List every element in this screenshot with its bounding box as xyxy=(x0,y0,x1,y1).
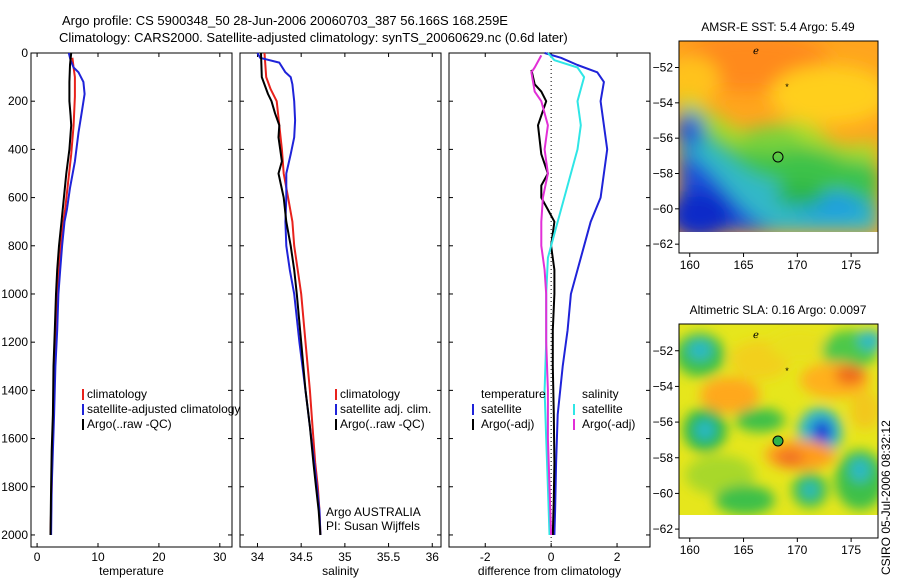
diff-legend-header-salinity: salinity xyxy=(582,387,619,401)
salinity-xtick-label: 34.5 xyxy=(289,550,313,564)
credit-label: CSIRO 05-Jul-2006 08:32:12 xyxy=(879,420,893,575)
sla-xtick-label: 170 xyxy=(787,543,807,557)
sst-xtick-label: 175 xyxy=(841,258,861,272)
depth-tick-label: 1400 xyxy=(1,383,28,397)
diff-legend-label: Argo(-adj) xyxy=(481,417,534,431)
diff-legend-label: Argo(-adj) xyxy=(582,417,635,431)
sla-no-data-band xyxy=(679,515,878,538)
temperature-xlabel: temperature xyxy=(99,564,164,578)
sst-map-title: AMSR-E SST: 5.4 Argo: 5.49 xyxy=(701,20,855,34)
sla-star-marker: * xyxy=(785,366,789,376)
temperature-xtick-label: 20 xyxy=(152,550,166,564)
sla-ytick-label: −60 xyxy=(653,486,674,500)
sst-float-marker xyxy=(772,151,784,163)
temperature-frame xyxy=(30,52,233,548)
panel-salinity: 34 34.5 35 35.5 36 salinity climatologysatelli… xyxy=(239,52,442,578)
sla-map: Altimetric SLA: 0.16 Argo: 0.0097 xyxy=(653,303,879,557)
temperature-xtick-label: 10 xyxy=(91,550,105,564)
depth-tick-label: 1800 xyxy=(1,480,28,494)
sst-ytick-label: −60 xyxy=(653,202,674,216)
header-title-1: Argo profile: CS 5900348_50 28-Jun-2006 … xyxy=(62,13,508,28)
sla-xtick-label: 165 xyxy=(734,543,754,557)
sla-ytick-label: −54 xyxy=(653,379,674,393)
difference-xtick-label: -2 xyxy=(480,550,491,564)
temperature-series-argo-raw-qc xyxy=(49,52,73,536)
difference-xtick-label: 2 xyxy=(614,550,621,564)
diff-legend-header-temperature: temperature xyxy=(481,387,546,401)
depth-tick-label: 1200 xyxy=(1,335,28,349)
salinity-legend-label: satellite adj. clim. xyxy=(340,402,431,416)
salinity-xtick-label: 35.5 xyxy=(377,550,401,564)
salinity-xtick-label: 34 xyxy=(251,550,265,564)
depth-tick-label: 200 xyxy=(8,94,28,108)
salinity-xtick-label: 36 xyxy=(426,550,440,564)
sla-map-axes: 160 165 170 175 −52 −54 −56 −58 −60 −62 xyxy=(653,344,862,557)
sla-map-frame xyxy=(678,323,879,539)
sla-track-marker: ℯ xyxy=(753,330,759,341)
sst-field xyxy=(679,41,878,232)
diff-legend-label: satellite xyxy=(582,402,623,416)
sst-ytick-label: −56 xyxy=(653,131,674,145)
difference-xlabel: difference from climatology xyxy=(478,564,621,578)
sst-map: AMSR-E SST: 5.4 Argo: 5.49 ℯ * xyxy=(653,20,879,273)
sla-ytick-label: −52 xyxy=(653,344,674,358)
salinity-series-argo-raw-qc xyxy=(260,52,322,536)
salinity-xtick-label: 35 xyxy=(338,550,352,564)
argo-annotation-line1: Argo AUSTRALIA xyxy=(326,505,421,519)
difference-series-temperature-argo-adj xyxy=(530,69,556,536)
depth-tick-label: 600 xyxy=(8,191,28,205)
sla-ytick-label: −56 xyxy=(653,415,674,429)
depth-tick-label: 400 xyxy=(8,142,28,156)
depth-tick-label: 0 xyxy=(21,46,28,60)
sla-xtick-label: 175 xyxy=(841,543,861,557)
sla-ytick-label: −58 xyxy=(653,451,674,465)
temperature-series-satellite-adjusted-climatology xyxy=(50,52,86,536)
sst-xtick-label: 165 xyxy=(734,258,754,272)
panel-temperature: 0 10 20 30 temperature 0 200 400 600 800 1000 1200 1… xyxy=(1,46,240,578)
sst-ytick-label: −52 xyxy=(653,61,674,75)
salinity-legend-label: climatology xyxy=(340,387,400,401)
difference-series-salinity-argo-adj xyxy=(530,54,553,536)
sla-ytick-label: −62 xyxy=(653,522,674,536)
sla-float-marker xyxy=(772,435,784,447)
sst-star-marker: * xyxy=(785,82,789,92)
sst-xtick-label: 160 xyxy=(680,258,700,272)
depth-tick-label: 2000 xyxy=(1,528,28,542)
depth-tick-label: 800 xyxy=(8,239,28,253)
difference-series-salinity-satellite xyxy=(543,52,586,536)
diff-legend-label: satellite xyxy=(481,402,522,416)
temperature-xtick-label: 0 xyxy=(34,550,41,564)
difference-xtick-label: 0 xyxy=(548,550,555,564)
salinity-xlabel: salinity xyxy=(322,564,359,578)
sst-xtick-label: 170 xyxy=(787,258,807,272)
temperature-legend-label: satellite-adjusted climatology xyxy=(87,402,240,416)
header-title-2: Climatology: CARS2000. Satellite-adjuste… xyxy=(59,30,568,45)
profile-panels: 0 10 20 30temperature0200400600800100012001… xyxy=(1,46,651,578)
salinity-legend-label: Argo(..raw -QC) xyxy=(340,417,425,431)
sla-xtick-label: 160 xyxy=(680,543,700,557)
temperature-xtick-label: 30 xyxy=(213,550,227,564)
sst-ytick-label: −54 xyxy=(653,96,674,110)
sst-map-frame xyxy=(678,40,879,254)
sst-ytick-label: −62 xyxy=(653,237,674,251)
sst-map-axes: 160 165 170 175 −52 −54 −56 −58 −60 −62 xyxy=(653,61,862,273)
sla-field xyxy=(679,329,878,515)
temperature-legend-label: Argo(..raw -QC) xyxy=(87,417,172,431)
argo-annotation-line2: PI: Susan Wijffels xyxy=(326,519,420,533)
sst-no-data-band xyxy=(679,232,878,253)
sst-ytick-label: −58 xyxy=(653,167,674,181)
depth-tick-label: 1000 xyxy=(1,287,28,301)
salinity-frame xyxy=(239,52,442,548)
depth-tick-label: 1600 xyxy=(1,432,28,446)
sla-map-title: Altimetric SLA: 0.16 Argo: 0.0097 xyxy=(690,303,867,317)
temperature-legend-label: climatology xyxy=(87,387,147,401)
sst-track-marker: ℯ xyxy=(753,46,759,57)
difference-series-temperature-satellite xyxy=(544,52,609,536)
